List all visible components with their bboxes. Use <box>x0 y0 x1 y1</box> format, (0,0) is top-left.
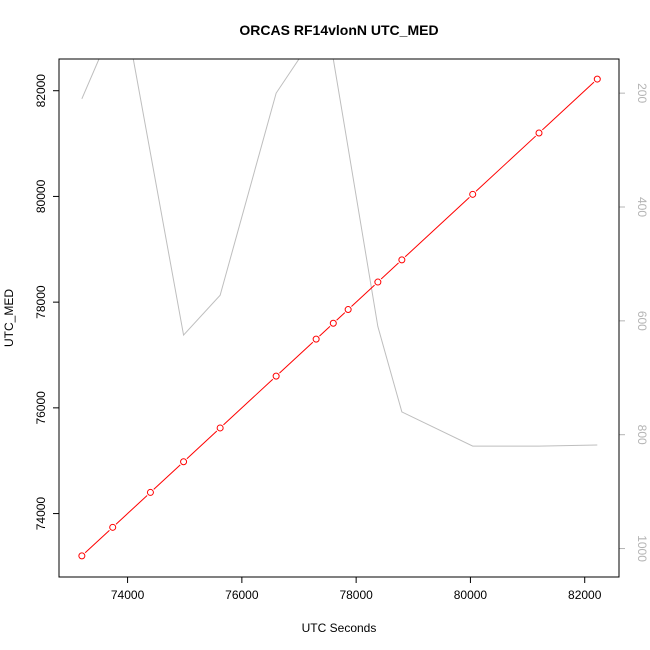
data-point <box>374 278 382 286</box>
y2-tick-label: 600 <box>635 311 649 331</box>
data-point <box>180 458 188 466</box>
data-point <box>593 75 601 83</box>
secondary-y-axis: 200 400 600 800 1000 <box>619 83 649 562</box>
data-point <box>78 552 86 560</box>
series-line <box>81 59 598 447</box>
y-tick-label: 76000 <box>34 391 48 425</box>
data-point <box>329 319 337 327</box>
series-segment <box>336 312 346 321</box>
series-segment <box>223 378 274 426</box>
x-tick-label: 80000 <box>454 588 488 602</box>
series-segment <box>279 341 314 374</box>
y-tick-label: 80000 <box>34 179 48 213</box>
data-point <box>469 190 477 198</box>
x-tick-label: 76000 <box>225 588 259 602</box>
x-tick-label: 78000 <box>339 588 373 602</box>
series-segment <box>153 464 181 490</box>
x-axis-label: UTC Seconds <box>302 621 377 635</box>
series-segment <box>186 430 218 460</box>
series-segment <box>84 530 110 554</box>
series-segment <box>351 284 375 307</box>
x-axis: 74000 76000 78000 80000 82000 <box>111 577 602 602</box>
series-segment <box>115 495 148 525</box>
y2-tick-label: 1000 <box>635 535 649 562</box>
series-segment <box>404 197 470 258</box>
y-axis-label: UTC_MED <box>2 289 16 347</box>
plot-frame <box>58 58 620 578</box>
series-secondary <box>81 59 598 447</box>
data-point <box>344 306 352 314</box>
chart-title: ORCAS RF14vlonN UTC_MED <box>239 22 438 38</box>
series-segment <box>380 262 399 280</box>
x-tick-label: 74000 <box>111 588 145 602</box>
series-segment <box>541 81 595 131</box>
y-tick-label: 78000 <box>34 285 48 319</box>
data-point <box>398 256 406 264</box>
y2-tick-label: 800 <box>635 425 649 445</box>
data-point <box>109 523 117 531</box>
data-point <box>146 488 154 496</box>
y2-tick-label: 400 <box>635 197 649 217</box>
data-point <box>216 424 224 432</box>
series-segment <box>475 135 537 192</box>
series-segment <box>319 325 331 337</box>
y-tick-label: 82000 <box>34 74 48 108</box>
data-point <box>535 129 543 137</box>
y2-tick-label: 200 <box>635 83 649 103</box>
x-tick-label: 82000 <box>568 588 602 602</box>
series-layer <box>78 59 601 560</box>
y-tick-label: 74000 <box>34 497 48 531</box>
data-point <box>272 372 280 380</box>
series-primary <box>78 75 601 560</box>
y-axis: 74000 76000 78000 80000 82000 <box>34 74 59 531</box>
data-point <box>312 335 320 343</box>
